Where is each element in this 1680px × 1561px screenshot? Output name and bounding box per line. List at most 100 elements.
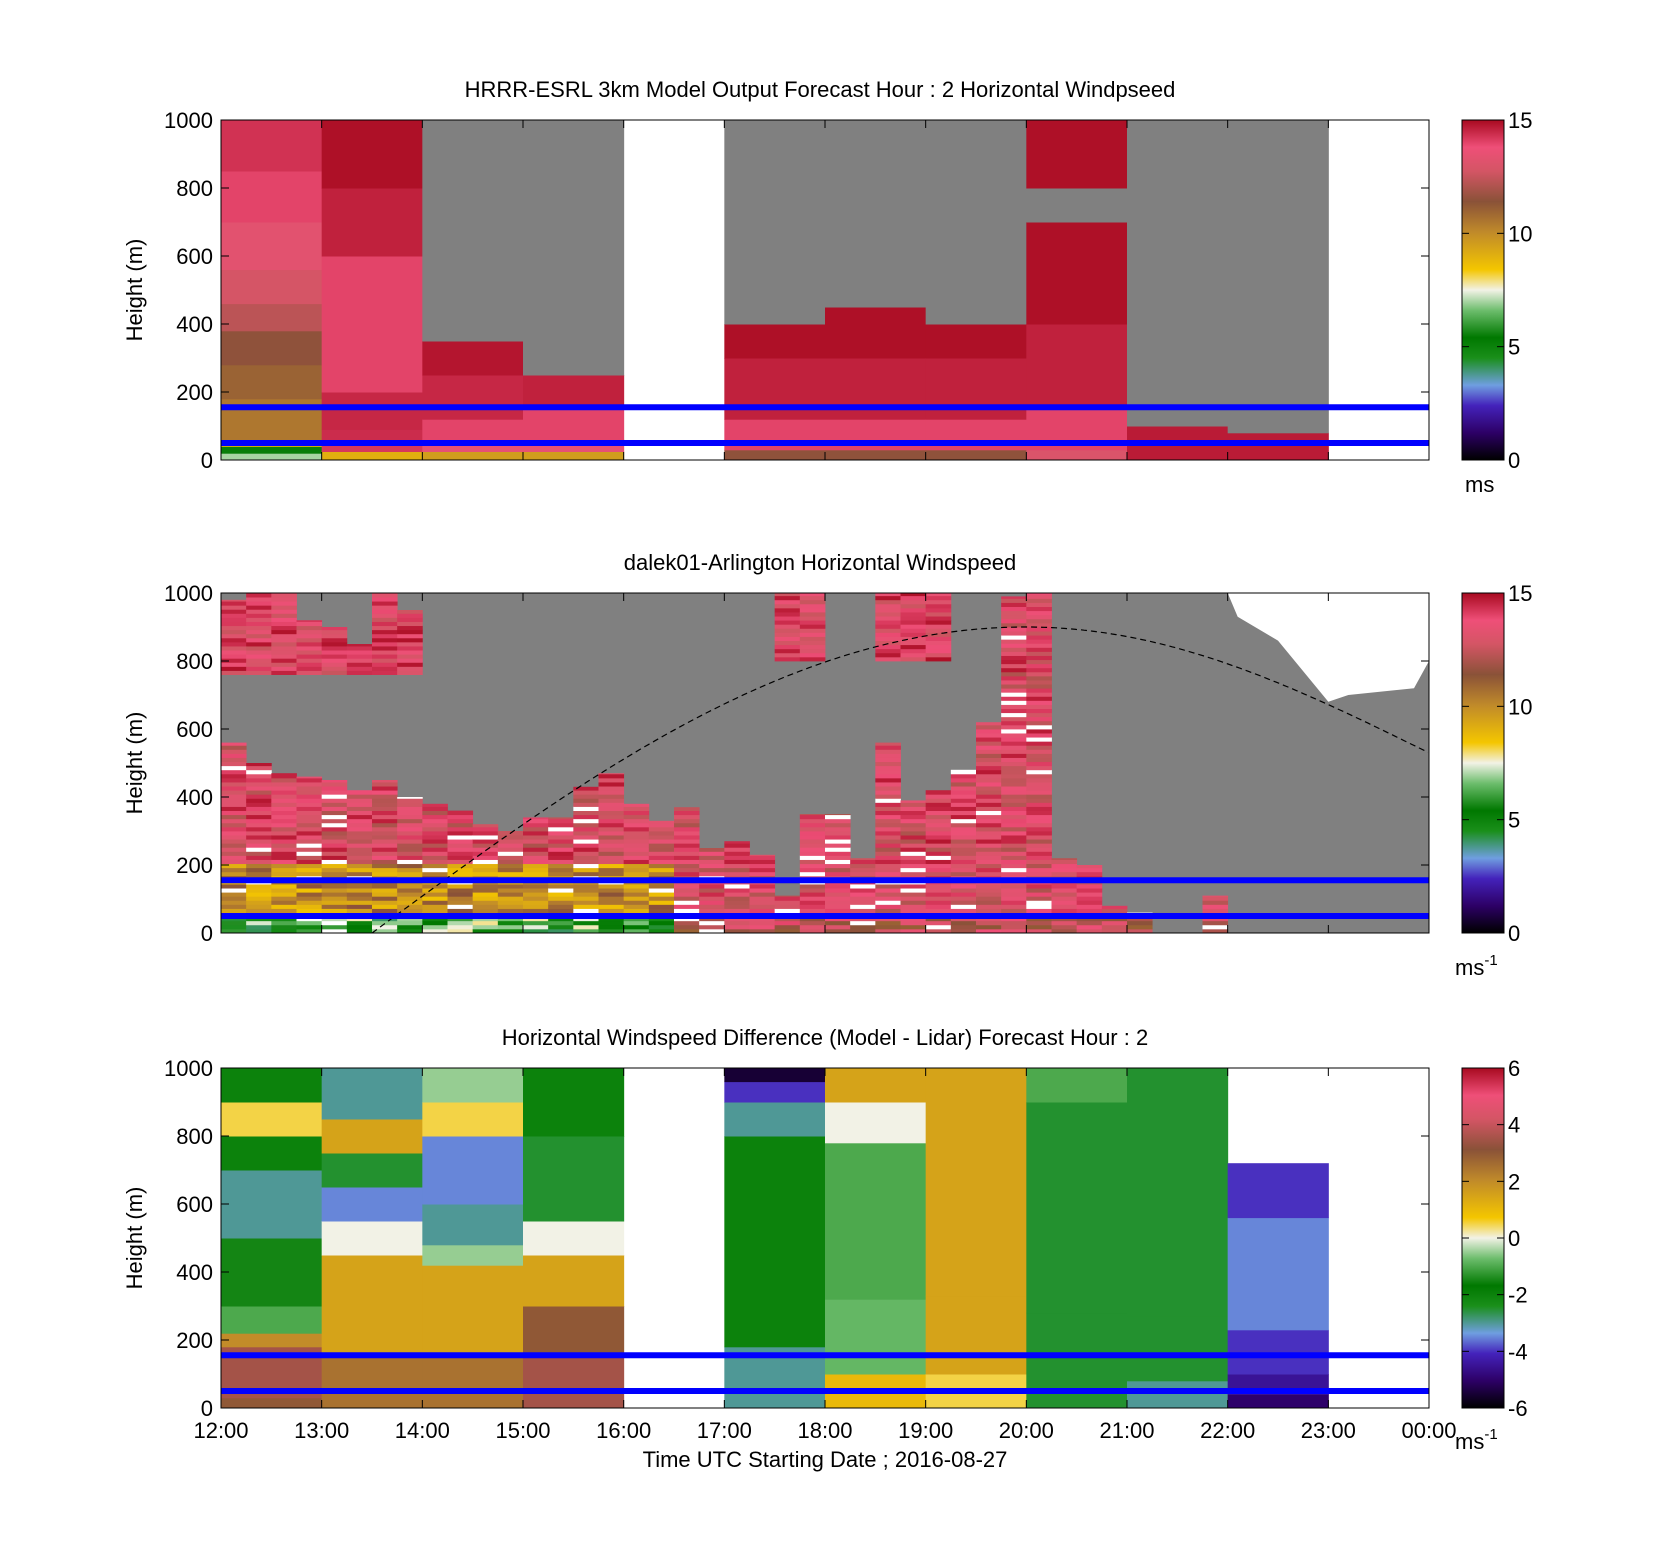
lidar-cell xyxy=(422,884,448,889)
heatmap-cell xyxy=(1026,1102,1128,1314)
lidar-cell xyxy=(397,621,423,627)
lidar-cell xyxy=(950,924,977,930)
lidar-cell xyxy=(623,920,650,926)
lidar-cell xyxy=(271,773,297,775)
lidar-cell xyxy=(321,641,348,647)
lidar-cell xyxy=(925,624,952,629)
lidar-cell xyxy=(774,904,801,909)
lidar-cell xyxy=(976,798,1002,803)
heatmap-cell xyxy=(221,330,323,366)
heatmap-cell xyxy=(422,341,524,376)
lidar-cell xyxy=(900,908,927,913)
lidar-cell xyxy=(422,826,448,832)
panel-lidar: dalek01-Arlington Horizontal Windspeed 0… xyxy=(122,550,1532,980)
lidar-cell xyxy=(397,892,423,897)
y-tick-label: 1000 xyxy=(164,581,213,606)
lidar-cell xyxy=(296,621,323,627)
lidar-cell xyxy=(271,851,297,856)
lidar-cell xyxy=(699,859,725,865)
lidar-cell xyxy=(573,920,599,926)
lidar-cell xyxy=(699,855,725,860)
lidar-cell xyxy=(900,603,927,609)
lidar-cell xyxy=(976,839,1002,844)
lidar-cell xyxy=(321,855,348,860)
lidar-cell xyxy=(321,900,348,905)
y-tick-label: 800 xyxy=(176,649,213,674)
lidar-cell xyxy=(623,884,650,889)
lidar-cell xyxy=(976,900,1002,905)
lidar-cell xyxy=(598,790,625,795)
lidar-cell xyxy=(246,650,272,655)
lidar-cell xyxy=(1026,745,1052,750)
lidar-cell xyxy=(1076,924,1103,930)
lidar-cell xyxy=(548,928,574,934)
lidar-cell xyxy=(1026,839,1052,844)
lidar-cell xyxy=(799,599,826,605)
lidar-cell xyxy=(925,802,952,807)
lidar-cell xyxy=(372,847,398,852)
lidar-cell xyxy=(950,904,977,909)
lidar-cell xyxy=(825,835,851,840)
heatmap-cell xyxy=(321,1187,423,1222)
lidar-cell xyxy=(1026,859,1052,865)
lidar-cell xyxy=(799,648,826,654)
lidar-cell xyxy=(296,888,323,893)
lidar-cell xyxy=(1026,798,1052,803)
heatmap-cell xyxy=(925,324,1027,359)
lidar-cell xyxy=(925,831,952,836)
lidar-cell xyxy=(523,888,549,893)
lidar-cell xyxy=(674,814,700,820)
lidar-cell xyxy=(825,867,851,873)
lidar-cell xyxy=(598,855,625,860)
lidar-cell xyxy=(774,644,801,650)
lidar-cell xyxy=(799,644,826,650)
lidar-cell xyxy=(271,810,297,816)
lidar-cell xyxy=(825,814,851,820)
lidar-cell xyxy=(372,867,398,873)
lidar-cell xyxy=(246,900,272,905)
lidar-cell xyxy=(950,839,977,844)
lidar-cell xyxy=(875,851,901,856)
lidar-cell xyxy=(925,863,952,869)
lidar-cell xyxy=(246,790,272,795)
lidar-cell xyxy=(598,896,625,901)
lidar-cell xyxy=(749,928,776,934)
lidar-cell xyxy=(523,826,549,832)
lidar-cell xyxy=(397,806,423,811)
lidar-cell xyxy=(598,810,625,816)
lidar-cell xyxy=(246,851,272,856)
lidar-cell xyxy=(623,810,650,816)
lidar-cell xyxy=(1076,892,1103,897)
lidar-cell xyxy=(925,603,952,609)
lidar-cell xyxy=(221,822,247,828)
lidar-cell xyxy=(523,908,549,913)
lidar-cell xyxy=(749,924,776,930)
y-tick-label: 200 xyxy=(176,380,213,405)
lidar-cell xyxy=(850,928,876,934)
heatmap-cell xyxy=(724,1081,826,1103)
colorbar-tick-label: -6 xyxy=(1508,1396,1528,1421)
lidar-cell xyxy=(799,928,826,934)
lidar-cell xyxy=(221,749,247,754)
lidar-cell xyxy=(799,908,826,913)
lidar-cell xyxy=(1026,700,1052,705)
lidar-cell xyxy=(1001,839,1027,844)
panel-model-y-ticks: 0 200 400 600 800 1000 xyxy=(164,108,1429,473)
lidar-cell xyxy=(1001,663,1027,669)
lidar-cell xyxy=(1026,631,1052,636)
lidar-cell xyxy=(321,892,348,897)
lidar-cell xyxy=(296,818,323,824)
lidar-cell xyxy=(271,839,297,844)
lidar-cell xyxy=(976,802,1002,807)
heatmap-cell xyxy=(1227,1329,1329,1375)
panel-model-title: HRRR-ESRL 3km Model Output Forecast Hour… xyxy=(465,77,1176,102)
lidar-cell xyxy=(749,871,776,877)
lidar-cell xyxy=(497,904,524,909)
lidar-cell xyxy=(321,786,348,791)
lidar-cell xyxy=(875,839,901,844)
lidar-cell xyxy=(1026,888,1052,893)
lidar-cell xyxy=(497,839,524,844)
lidar-cell xyxy=(1101,928,1128,934)
lidar-cell xyxy=(1101,905,1128,909)
lidar-cell xyxy=(271,884,297,889)
